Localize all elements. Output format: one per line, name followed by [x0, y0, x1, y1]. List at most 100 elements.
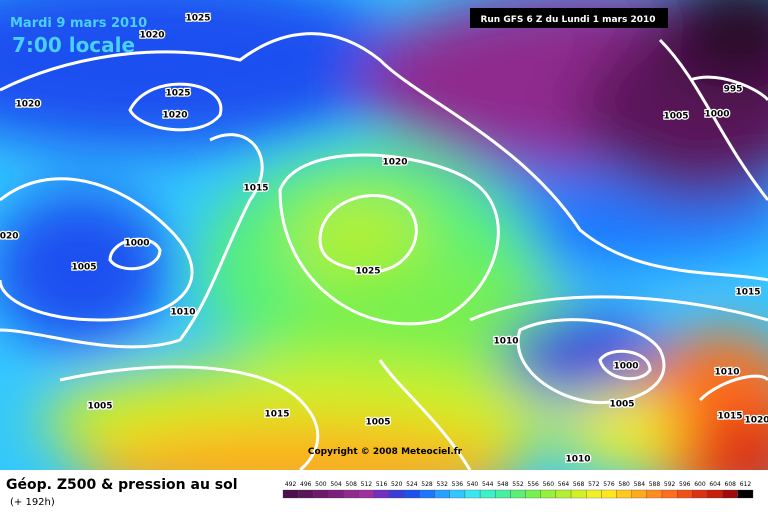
scale-swatch [373, 489, 390, 499]
scale-swatch [616, 489, 632, 499]
isobar-label: 1015 [264, 410, 289, 420]
scale-swatch [479, 489, 496, 499]
scale-label: 520 [391, 481, 403, 488]
scale-swatch [282, 489, 299, 499]
scale-swatch [510, 489, 526, 499]
scale-label: 532 [436, 481, 448, 488]
scale-label: 588 [649, 481, 661, 488]
run-box [470, 8, 668, 28]
scale-label: 492 [285, 481, 297, 488]
scale-label: 580 [618, 481, 630, 488]
isobar-label: 1020 [744, 416, 768, 426]
scale-label: 604 [709, 481, 721, 488]
isobar-label: 1005 [365, 418, 390, 428]
scale-label: 528 [421, 481, 433, 488]
isobar-label: 1015 [735, 288, 760, 298]
scale-label: 576 [603, 481, 615, 488]
isobar-label: 1020 [162, 111, 187, 121]
scale-label: 568 [573, 481, 585, 488]
scale-swatch [646, 489, 663, 499]
scale-label: 500 [315, 481, 327, 488]
scale-swatch [434, 489, 450, 499]
scale-swatch [449, 489, 466, 499]
isobar-label: 1010 [565, 455, 590, 465]
scale-label: 548 [497, 481, 509, 488]
scale-label: 524 [406, 481, 418, 488]
scale-swatch [722, 489, 738, 499]
scale-label: 572 [588, 481, 600, 488]
scale-swatch [631, 489, 648, 499]
scale-swatch [540, 489, 557, 499]
scale-swatch [661, 489, 678, 499]
scale-label: 612 [740, 481, 752, 488]
scale-swatch [570, 489, 587, 499]
isobar-label: 1005 [71, 263, 96, 273]
footer-title: Géop. Z500 & pression au sol [6, 477, 238, 493]
isobar-label: 1025 [185, 14, 210, 24]
isobar-label: 995 [724, 85, 743, 95]
isobars [0, 32, 768, 470]
scale-label: 608 [725, 481, 737, 488]
scale-swatch [586, 489, 602, 499]
scale-swatch [495, 489, 511, 499]
isobar-label: 1015 [243, 184, 268, 194]
scale-label: 600 [694, 481, 706, 488]
scale-swatch [707, 489, 723, 499]
scale-swatch [555, 489, 572, 499]
scale-swatch [737, 489, 754, 499]
scale-swatch [464, 489, 481, 499]
scale-swatch [388, 489, 405, 499]
scale-label: 540 [467, 481, 479, 488]
scale-swatch [419, 489, 435, 499]
isobar-label: 1020 [382, 158, 407, 168]
scale-label: 496 [300, 481, 312, 488]
isobar-label: 1010 [714, 368, 739, 378]
isobar-labels: 1025102010201025102010201015102010001005… [0, 12, 768, 466]
time: 7:00 locale [12, 33, 135, 57]
isobar-label: 1020 [15, 100, 40, 110]
color-scale: 492 496 500 504 508 512 516 520 524 528 532 536 540 5… [282, 481, 754, 499]
scale-label: 516 [376, 481, 388, 488]
isobar-label: 1020 [139, 31, 164, 41]
isobar-label: 1025 [355, 267, 380, 277]
isobar-label: 1005 [663, 112, 688, 122]
isobar-label: 1010 [493, 337, 518, 347]
isobar-label: 1020 [0, 232, 19, 242]
scale-swatch [343, 489, 359, 499]
scale-swatch [525, 489, 541, 499]
scale-swatch [358, 489, 375, 499]
isobar-label: 1000 [704, 110, 729, 120]
scale-swatch [692, 489, 708, 499]
isobar-label: 1015 [717, 412, 742, 422]
scale-label: 560 [543, 481, 555, 488]
scale-label: 504 [330, 481, 342, 488]
footer-lead: (+ 192h) [10, 497, 55, 508]
scale-label: 512 [361, 481, 373, 488]
scale-swatch [313, 489, 329, 499]
scale-label: 536 [452, 481, 464, 488]
scale-label: 508 [345, 481, 357, 488]
isobar-label: 1005 [87, 402, 112, 412]
scale-label: 556 [527, 481, 539, 488]
scale-swatch [601, 489, 617, 499]
copyright: Copyright © 2008 Meteociel.fr [308, 447, 463, 457]
isobar-label: 1000 [124, 239, 149, 249]
isobar-label: 1010 [170, 308, 195, 318]
scale-swatch [328, 489, 344, 499]
scale-label: 592 [664, 481, 676, 488]
scale-label: 544 [482, 481, 494, 488]
scale-label: 584 [634, 481, 646, 488]
isobar-label: 1025 [165, 89, 190, 99]
scale-swatch [298, 489, 314, 499]
run: Run GFS 6 Z du Lundi 1 mars 2010 [480, 15, 655, 25]
scale-swatch [677, 489, 693, 499]
date: Mardi 9 mars 2010 [10, 16, 147, 31]
scale-label: 596 [679, 481, 691, 488]
scale-label: 564 [558, 481, 570, 488]
scale-swatch [404, 489, 420, 499]
isobar-label: 1000 [613, 362, 638, 372]
scale-label: 552 [512, 481, 524, 488]
isobar-label: 1005 [609, 400, 634, 410]
